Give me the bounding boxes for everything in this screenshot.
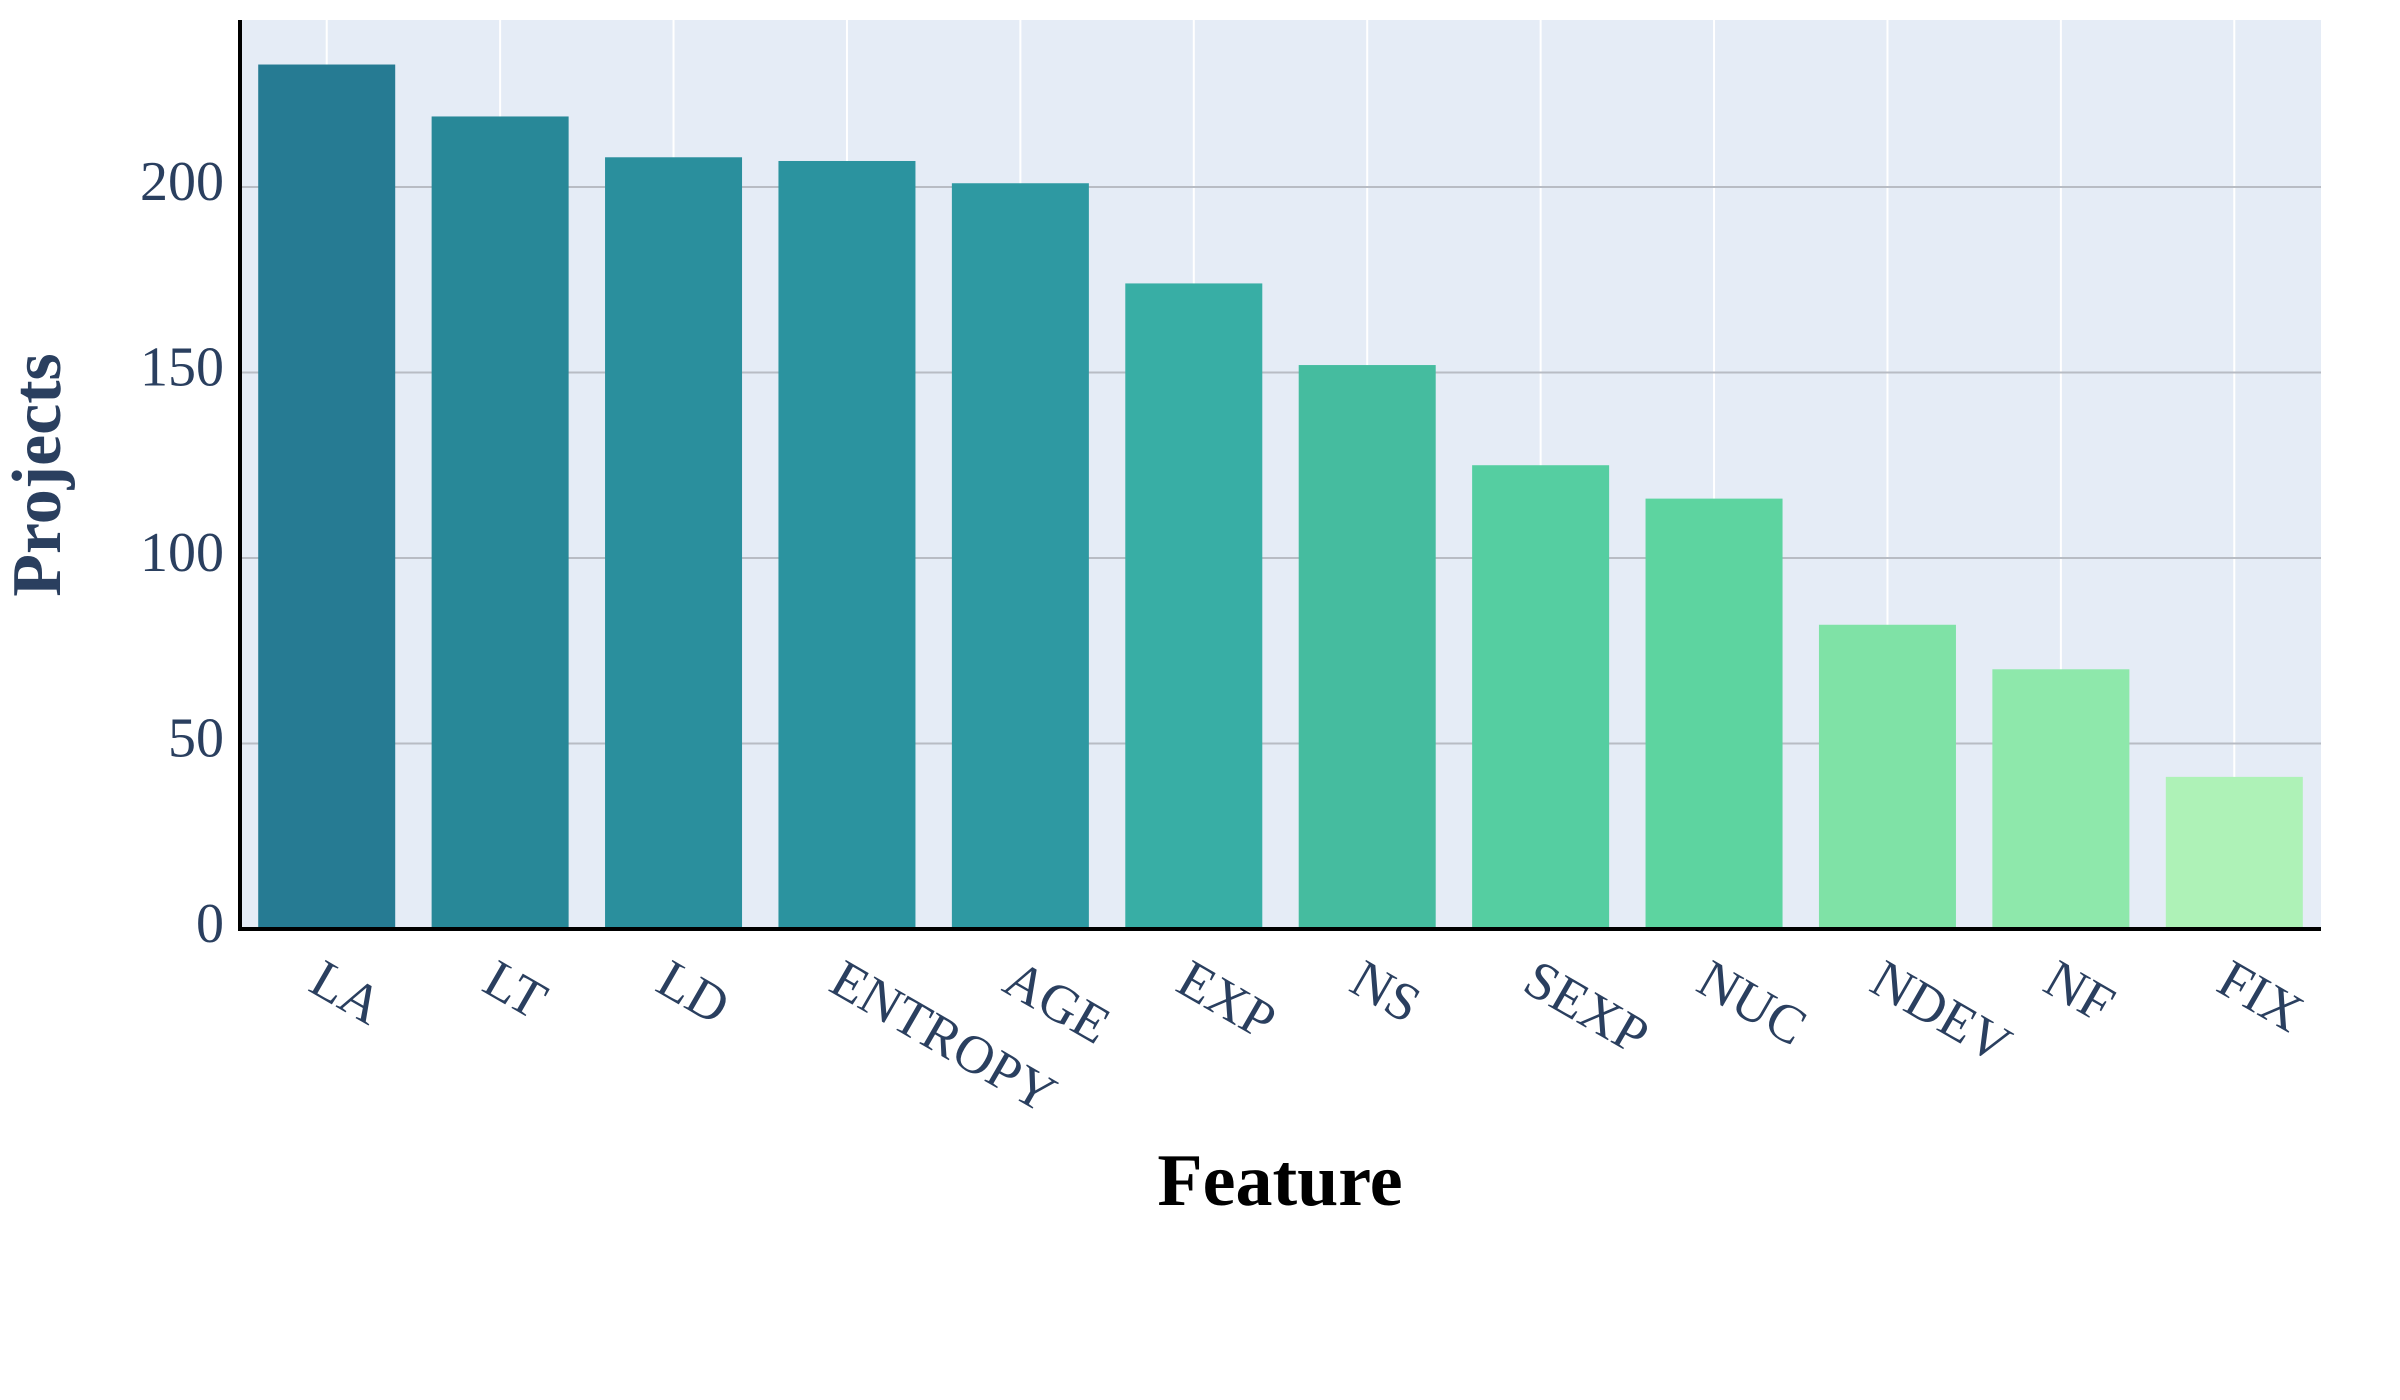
x-tick-label: SEXP	[1514, 948, 1658, 1066]
y-axis-title: Projects	[0, 353, 76, 597]
y-tick-label: 0	[196, 893, 224, 955]
x-tick-label: NUC	[1688, 948, 1817, 1057]
bar	[2165, 776, 2303, 929]
x-tick-label: NDEV	[1861, 948, 2021, 1075]
bar	[1298, 365, 1436, 930]
x-tick-label: NF	[2035, 948, 2125, 1034]
x-tick-label: AGE	[994, 948, 1120, 1055]
x-tick-label: FIX	[2208, 948, 2313, 1043]
bar	[778, 160, 916, 929]
x-tick-label: EXP	[1168, 948, 1286, 1051]
x-tick-label: NS	[1341, 948, 1431, 1034]
bar	[605, 157, 743, 929]
bar	[1472, 465, 1610, 929]
bar	[1125, 283, 1263, 929]
bar	[951, 183, 1089, 930]
bar	[1992, 669, 2130, 929]
y-tick-label: 100	[140, 522, 224, 584]
y-tick-label: 150	[140, 336, 224, 398]
plot-background	[240, 20, 2321, 929]
x-tick-label: LT	[474, 948, 557, 1030]
x-axis-title: Feature	[1157, 1140, 1402, 1222]
y-tick-label: 200	[140, 151, 224, 213]
bar	[1645, 498, 1783, 929]
bar	[258, 64, 396, 929]
bar	[431, 116, 569, 929]
x-tick-label: LA	[301, 948, 393, 1036]
bar	[1818, 624, 1956, 929]
y-tick-label: 50	[168, 707, 224, 769]
x-tick-label: LD	[647, 948, 739, 1036]
